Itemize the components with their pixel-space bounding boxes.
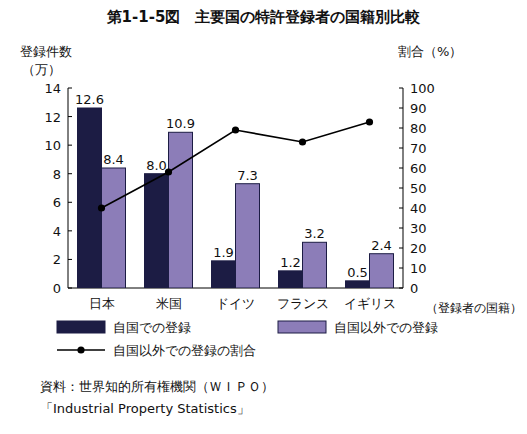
data-label: 8.4 bbox=[103, 152, 124, 167]
y2-tick bbox=[399, 148, 403, 149]
y2-tick bbox=[399, 228, 403, 229]
chart: 第1-1-5図 主要国の特許登録者の国籍別比較登録件数 （万） 割合（%） 0 2 4 6 8… bbox=[0, 0, 527, 434]
y2-tick bbox=[399, 248, 403, 249]
x-tick-label: フランス bbox=[277, 296, 329, 311]
legend-label: 自国以外での登録 bbox=[334, 320, 438, 335]
y-tick-label: 8 bbox=[53, 167, 61, 182]
bar bbox=[145, 174, 169, 288]
bar bbox=[279, 271, 303, 288]
y-tick-label: 10 bbox=[44, 138, 61, 153]
y-tick-label: 14 bbox=[44, 81, 61, 96]
bar bbox=[78, 108, 102, 288]
data-label: 1.2 bbox=[280, 255, 301, 270]
data-label: 12.6 bbox=[75, 92, 104, 107]
y-tick-label: 4 bbox=[53, 224, 61, 239]
point bbox=[299, 138, 306, 145]
data-label: 3.2 bbox=[304, 226, 325, 241]
y-tick bbox=[68, 259, 72, 260]
bar bbox=[102, 168, 126, 288]
x-tick-label: ドイツ bbox=[216, 296, 255, 311]
y-tick bbox=[68, 173, 72, 174]
bar bbox=[370, 254, 394, 288]
y2-tick bbox=[399, 208, 403, 209]
y-tick bbox=[68, 88, 72, 89]
y-tick bbox=[68, 145, 72, 146]
y-tick bbox=[68, 288, 72, 289]
bar bbox=[236, 184, 260, 288]
y2-tick bbox=[399, 168, 403, 169]
y2-tick-label: 30 bbox=[410, 221, 427, 236]
y2-tick bbox=[399, 88, 403, 89]
y-unit: （万） bbox=[22, 62, 61, 77]
y-tick-label: 2 bbox=[53, 252, 61, 267]
y-tick-label: 12 bbox=[44, 110, 61, 125]
y-axis bbox=[68, 88, 69, 288]
y2-tick bbox=[399, 188, 403, 189]
y2-tick-label: 100 bbox=[410, 81, 435, 96]
legend-item: 自国以外での登録 bbox=[278, 320, 438, 335]
y2-tick-label: 10 bbox=[410, 261, 427, 276]
y2-tick-label: 20 bbox=[410, 241, 427, 256]
y2-tick bbox=[399, 108, 403, 109]
data-labels: 12.6 8.0 1.9 1.2 0.5 8.4 10.9 7.3 3.2 2.4 bbox=[75, 92, 392, 280]
point bbox=[366, 118, 373, 125]
bar bbox=[346, 281, 370, 288]
y-tick bbox=[68, 202, 72, 203]
legend-marker bbox=[77, 346, 84, 353]
data-label: 2.4 bbox=[371, 238, 392, 253]
y2-label: 割合（%） bbox=[398, 44, 462, 59]
x-tick-label: 米国 bbox=[156, 296, 182, 311]
bar bbox=[212, 261, 236, 288]
data-label: 7.3 bbox=[237, 168, 258, 183]
y2-tick-label: 70 bbox=[410, 141, 427, 156]
legend-label: 自国での登録 bbox=[113, 320, 191, 335]
bar bbox=[169, 132, 193, 288]
marks bbox=[78, 108, 394, 288]
data-label: 1.9 bbox=[213, 245, 234, 260]
y-tick bbox=[68, 116, 72, 117]
legend-label: 自国以外での登録の割合 bbox=[113, 343, 256, 358]
y2-tick-label: 0 bbox=[410, 281, 418, 296]
y2-tick-label: 50 bbox=[410, 181, 427, 196]
legend-item: 自国以外での登録の割合 bbox=[57, 343, 256, 358]
y2-tick-label: 80 bbox=[410, 121, 427, 136]
y2-tick-label: 90 bbox=[410, 101, 427, 116]
source: 「Industrial Property Statistics」 bbox=[40, 401, 250, 416]
data-label: 0.5 bbox=[347, 265, 368, 280]
legend-swatch bbox=[57, 321, 105, 333]
x-tick-label: イギリス bbox=[344, 296, 396, 311]
legend-item: 自国での登録 bbox=[57, 320, 191, 335]
y-tick-label: 0 bbox=[53, 281, 61, 296]
legend-swatch bbox=[278, 321, 326, 333]
point bbox=[232, 126, 239, 133]
y2-tick bbox=[399, 128, 403, 129]
y2-tick bbox=[399, 288, 403, 289]
point bbox=[98, 204, 105, 211]
x-label: （登録者の国籍） bbox=[426, 301, 522, 315]
y2-tick-label: 40 bbox=[410, 201, 427, 216]
y2-tick bbox=[399, 268, 403, 269]
data-label: 10.9 bbox=[166, 116, 195, 131]
x-tick-label: 日本 bbox=[89, 296, 115, 311]
title: 第1-1-5図 主要国の特許登録者の国籍別比較 bbox=[106, 8, 422, 26]
y-tick bbox=[68, 230, 72, 231]
y2-tick-label: 60 bbox=[410, 161, 427, 176]
y-label: 登録件数 bbox=[20, 44, 72, 59]
y-tick-label: 6 bbox=[53, 195, 61, 210]
data-label: 8.0 bbox=[146, 158, 167, 173]
source: 資料：世界知的所有権機関（ＷＩＰＯ） bbox=[40, 379, 274, 394]
bar bbox=[303, 242, 327, 288]
line bbox=[102, 122, 370, 208]
